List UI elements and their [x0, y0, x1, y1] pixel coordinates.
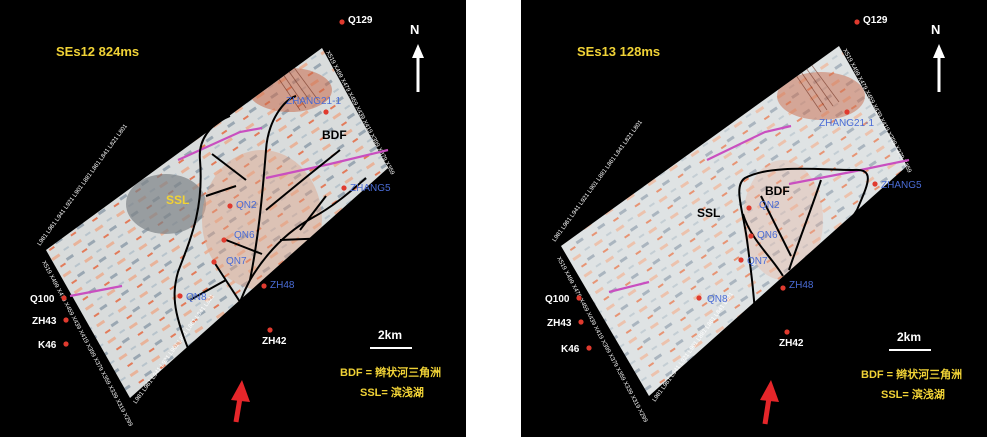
legend-ssl: SSL= 滨浅湖	[360, 387, 424, 399]
survey-area	[561, 46, 907, 396]
well-label-zh48: ZH48	[270, 280, 295, 291]
well-label-q129: Q129	[348, 15, 373, 26]
channel-lines	[738, 167, 869, 347]
well-label-qn8: QN8	[186, 292, 207, 303]
well-label-qn2: QN2	[236, 200, 257, 211]
north-arrow-icon	[933, 44, 945, 92]
seismic-map-ses13: L981 L961 L941 L921 L901 L881 L861 L841 …	[552, 19, 945, 425]
scale-label: 2km	[897, 330, 922, 344]
well-label-k46: K46	[38, 340, 57, 351]
well-label-zhang21-1: ZHANG21-1	[286, 96, 342, 107]
well-label-qn8: QN8	[707, 294, 728, 305]
facies-label-bdf: BDF	[322, 128, 347, 142]
panel-title: SEs13 128ms	[577, 44, 661, 59]
well-label-k46: K46	[561, 344, 580, 355]
seismic-map-ses12: L981 L961 L941 L921 L901 L881 L861 L841 …	[37, 19, 424, 428]
dark-zone	[126, 174, 206, 234]
survey-area	[46, 48, 388, 398]
well-label-qn7: QN7	[226, 256, 247, 267]
well-label-zhang21-1: ZHANG21-1	[819, 118, 875, 129]
panel-title: SEs12 824ms	[56, 44, 140, 59]
sediment-source-arrow-icon	[760, 380, 779, 425]
facies-label-bdf: BDF	[765, 184, 790, 198]
fault-lines	[608, 124, 910, 294]
north-arrow-icon	[412, 44, 424, 92]
legend-bdf: BDF = 辫状河三角洲	[861, 369, 963, 381]
red-amplitude-zone	[777, 72, 865, 120]
well-label-zh48: ZH48	[789, 280, 814, 291]
channel-lines	[173, 95, 367, 381]
well-label-zh42: ZH42	[262, 336, 287, 347]
scale-label: 2km	[378, 328, 403, 342]
facies-label-ssl: SSL	[697, 206, 721, 220]
well-label-qn2: QN2	[759, 200, 780, 211]
legend-ssl: SSL= 滨浅湖	[881, 389, 945, 401]
well-label-qn6: QN6	[234, 230, 255, 241]
well-label-zh43: ZH43	[32, 316, 57, 327]
fault-lines	[69, 126, 389, 298]
facies-label-ssl: SSL	[166, 193, 190, 207]
well-markers	[576, 19, 878, 351]
well-label-zhang5: ZHANG5	[350, 183, 391, 194]
panel-ses12: L981 L961 L941 L921 L901 L881 L861 L841 …	[0, 0, 466, 437]
north-label: N	[410, 22, 420, 37]
well-label-q100: Q100	[30, 294, 55, 305]
well-label-qn7: QN7	[747, 256, 768, 267]
well-label-qn6: QN6	[757, 230, 778, 241]
legend-bdf: BDF = 辫状河三角洲	[340, 367, 442, 379]
well-markers	[61, 19, 347, 347]
well-label-zh42: ZH42	[779, 338, 804, 349]
panel-ses13: L981 L961 L941 L921 L901 L881 L861 L841 …	[521, 0, 987, 437]
well-label-q100: Q100	[545, 294, 570, 305]
north-label: N	[931, 22, 941, 37]
well-label-q129: Q129	[863, 15, 888, 26]
well-label-zhang5: ZHANG5	[881, 180, 922, 191]
sediment-source-arrow-icon	[231, 380, 250, 423]
well-label-zh43: ZH43	[547, 318, 572, 329]
